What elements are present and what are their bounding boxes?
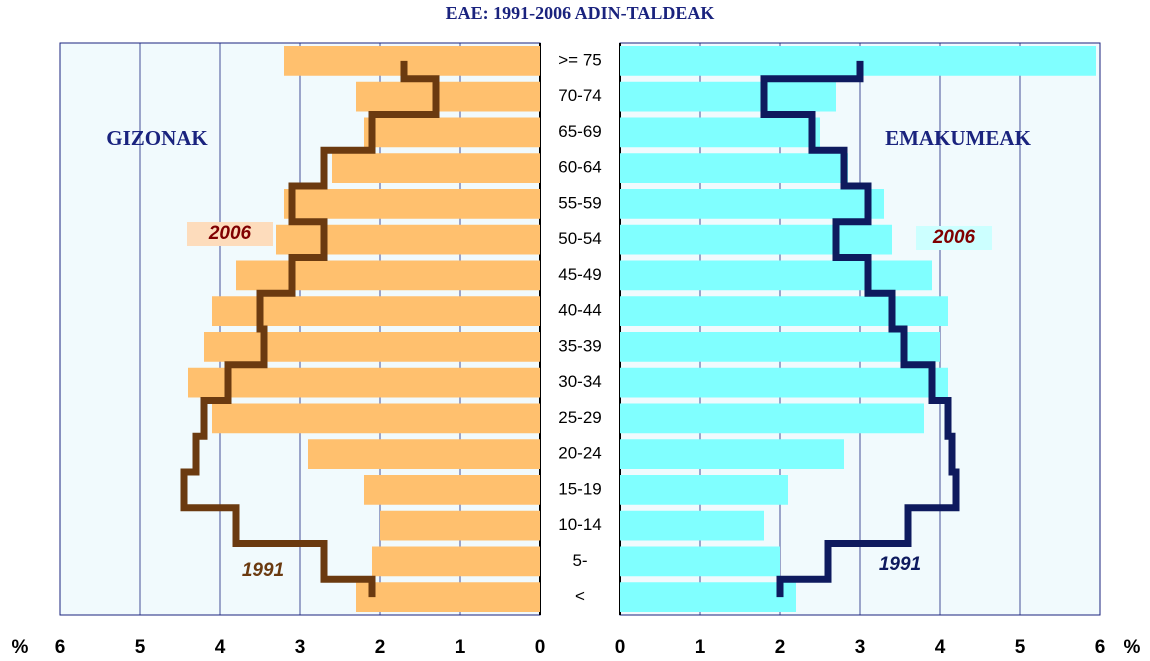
x-tick-label: 6 — [1095, 637, 1106, 658]
x-tick-label: 3 — [295, 637, 306, 658]
bar — [620, 546, 780, 577]
category-label: 50-54 — [558, 229, 601, 248]
bar — [620, 153, 848, 183]
bar — [620, 332, 940, 362]
unit-label: % — [1124, 637, 1141, 658]
bar — [212, 403, 540, 434]
x-tick-label: 1 — [455, 637, 466, 658]
legend-box — [916, 226, 992, 250]
bar — [620, 475, 788, 505]
x-tick-label: 6 — [55, 637, 66, 658]
x-tick-label: 0 — [535, 637, 546, 658]
legend-label: 1991 — [242, 560, 284, 581]
bar — [276, 224, 540, 255]
category-label: 70-74 — [558, 86, 601, 105]
bar — [620, 403, 924, 434]
category-label: 40-44 — [558, 301, 601, 320]
bar — [308, 439, 540, 469]
x-tick-label: 2 — [375, 637, 386, 658]
bar — [620, 260, 932, 291]
bar — [364, 475, 540, 505]
bar — [364, 117, 540, 148]
category-label: 35-39 — [558, 336, 601, 355]
category-label: 15-19 — [558, 479, 601, 498]
bar — [620, 367, 948, 398]
x-tick-label: 5 — [135, 637, 146, 658]
step-line — [760, 60, 960, 598]
category-label: 10-14 — [558, 515, 601, 534]
bar — [620, 224, 892, 255]
category-label: >= 75 — [558, 50, 602, 69]
category-label: 60-64 — [558, 158, 601, 177]
x-tick-label: 4 — [215, 637, 226, 658]
bar — [284, 189, 540, 219]
bar — [284, 46, 540, 76]
panel-label: GIZONAK — [106, 126, 208, 150]
category-label: 55-59 — [558, 193, 601, 212]
category-label: 20-24 — [558, 444, 601, 463]
bar — [620, 117, 820, 148]
x-tick-label: 2 — [775, 637, 786, 658]
x-tick-label: 4 — [935, 637, 946, 658]
bar — [188, 367, 540, 398]
bar — [620, 582, 796, 612]
bar — [620, 296, 948, 326]
x-tick-label: 1 — [695, 637, 706, 658]
bar — [356, 81, 540, 112]
legend-label: 1991 — [879, 554, 921, 575]
unit-label: % — [12, 637, 29, 658]
chart-title: EAE: 1991-2006 ADIN-TALDEAK — [446, 3, 715, 23]
legend-box — [187, 222, 273, 246]
x-tick-label: 3 — [855, 637, 866, 658]
category-label: 45-49 — [558, 265, 601, 284]
category-label: 30-34 — [558, 372, 601, 391]
category-label: 25-29 — [558, 408, 601, 427]
legend-label: 2006 — [932, 227, 976, 248]
bar — [372, 546, 540, 577]
x-tick-label: 0 — [615, 637, 626, 658]
bar — [620, 439, 844, 469]
bar — [380, 510, 540, 541]
bar — [620, 81, 836, 112]
bar — [356, 582, 540, 612]
category-label: < — [575, 587, 585, 606]
bar — [212, 296, 540, 326]
bar — [332, 153, 540, 183]
legend-label: 2006 — [208, 223, 252, 244]
category-label: 5- — [572, 551, 587, 570]
bar — [620, 189, 884, 219]
panel-label: EMAKUMEAK — [885, 126, 1031, 150]
category-label: 65-69 — [558, 122, 601, 141]
step-line — [180, 60, 440, 598]
bar — [236, 260, 540, 291]
bar — [204, 332, 540, 362]
x-tick-label: 5 — [1015, 637, 1026, 658]
bar — [620, 510, 764, 541]
